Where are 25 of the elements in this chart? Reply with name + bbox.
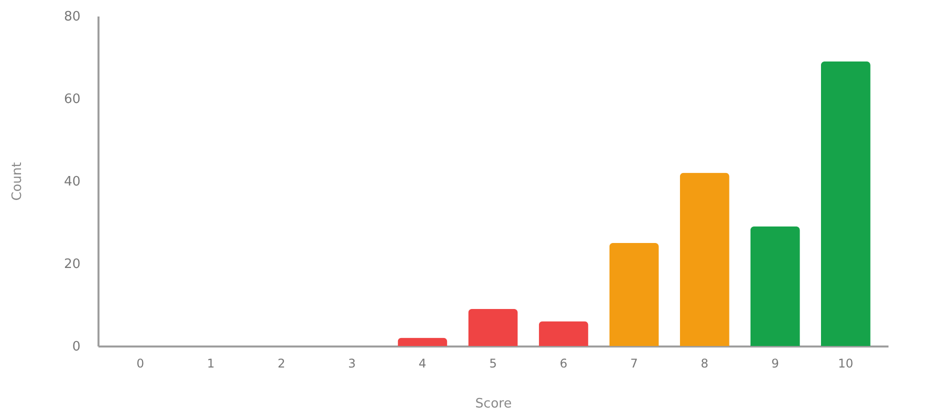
x-axis-title: Score <box>475 396 512 412</box>
bar <box>468 308 518 346</box>
y-tick-label: 80 <box>64 10 80 24</box>
x-tick-label: 4 <box>418 356 426 370</box>
bar <box>750 226 800 346</box>
x-tick-label: 8 <box>700 356 708 370</box>
x-tick-label: 1 <box>207 356 215 370</box>
x-tick-label: 0 <box>136 356 144 370</box>
y-axis-title: Count <box>10 162 25 201</box>
x-tick-label: 9 <box>771 356 779 370</box>
x-tick-label: 10 <box>838 356 854 370</box>
x-tick-label: 5 <box>489 356 497 370</box>
x-tick-label: 7 <box>630 356 638 370</box>
bar <box>538 321 588 346</box>
y-tick-label: 20 <box>64 257 80 272</box>
y-tick-label: 60 <box>64 92 80 107</box>
x-tick-label: 6 <box>560 356 568 370</box>
bar <box>398 338 448 346</box>
x-tick-label: 2 <box>278 356 286 370</box>
x-tick-label: 3 <box>348 356 356 370</box>
bar <box>680 172 730 346</box>
bar <box>820 61 870 346</box>
bar <box>609 242 659 346</box>
y-tick-label: 40 <box>64 174 80 190</box>
y-tick-label: 0 <box>72 340 80 354</box>
